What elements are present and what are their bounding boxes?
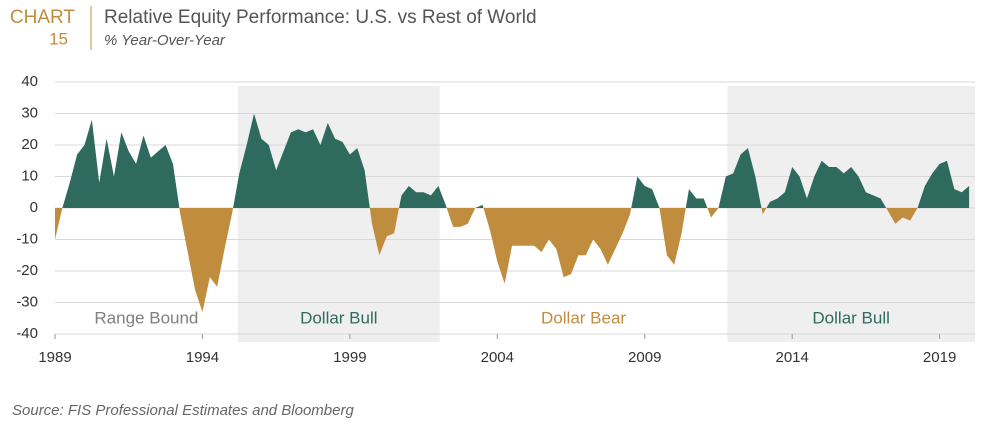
y-tick-label: 40 <box>21 73 38 90</box>
x-tick-label: 2004 <box>481 349 514 366</box>
x-tick-label: 1989 <box>38 349 71 366</box>
x-tick-label: 1999 <box>333 349 366 366</box>
source-note: Source: FIS Professional Estimates and B… <box>12 402 354 419</box>
y-tick-label: -20 <box>16 262 38 279</box>
area-negative <box>55 208 970 312</box>
x-tick-label: 1994 <box>186 349 219 366</box>
y-tick-label: -30 <box>16 293 38 310</box>
y-tick-label: 10 <box>21 167 38 184</box>
region-shade <box>727 86 975 342</box>
region-label: Range Bound <box>94 308 198 327</box>
region-label: Dollar Bull <box>300 308 377 327</box>
region-label: Dollar Bear <box>541 308 626 327</box>
y-tick-label: 20 <box>21 136 38 153</box>
y-tick-label: 0 <box>30 199 38 216</box>
x-tick-label: 2009 <box>628 349 661 366</box>
chart-label: CHART <box>10 7 75 28</box>
chart-subtitle: % Year-Over-Year <box>104 32 226 49</box>
area-positive <box>55 113 970 208</box>
x-tick-label: 2019 <box>923 349 956 366</box>
plot-area: -40 -30 -20 -10 0 10 20 30 40 1989 1994 1999 2004 200… <box>16 73 975 366</box>
region-shade <box>237 86 440 342</box>
chart-number: 15 <box>49 29 68 48</box>
y-tick-label: -10 <box>16 230 38 247</box>
chart-title: Relative Equity Performance: U.S. vs Res… <box>104 7 537 28</box>
region-label: Dollar Bull <box>812 308 889 327</box>
x-tick-label: 2014 <box>775 349 808 366</box>
y-tick-label: -40 <box>16 325 38 342</box>
y-tick-label: 30 <box>21 104 38 121</box>
